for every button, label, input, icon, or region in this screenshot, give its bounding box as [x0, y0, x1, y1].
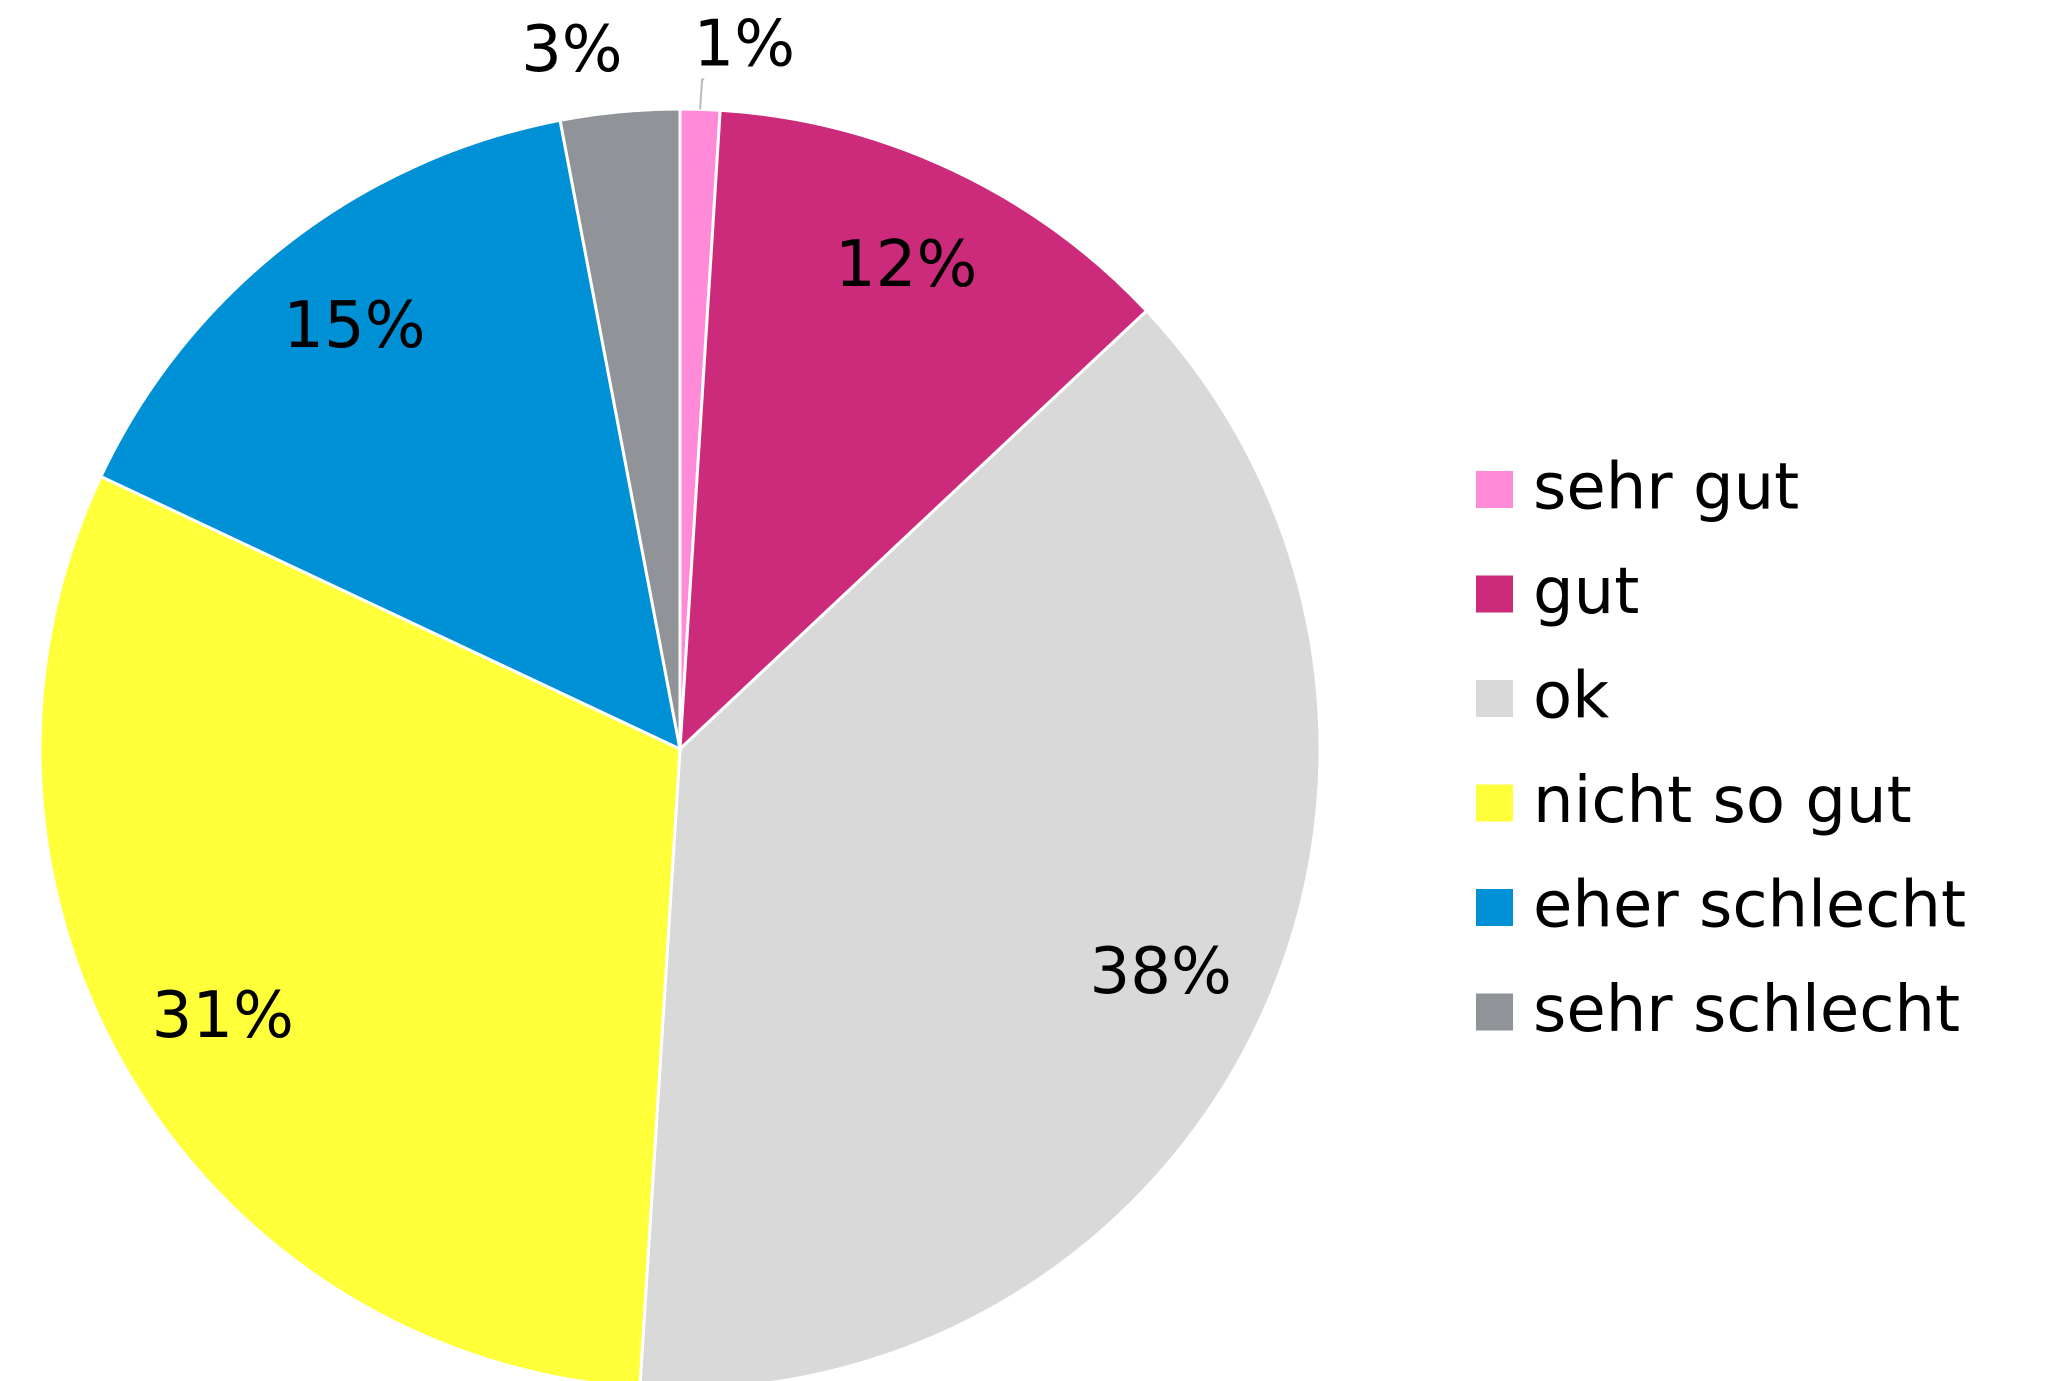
- legend-label: ok: [1533, 660, 1609, 734]
- legend-label: nicht so gut: [1533, 764, 1912, 838]
- data-label: 31%: [152, 979, 294, 1053]
- pie-slice: [98, 118, 683, 752]
- pie-slice: [678, 108, 1149, 753]
- legend-swatch: [1476, 993, 1513, 1031]
- legend-swatch: [1476, 889, 1513, 926]
- legend-swatch: [1476, 471, 1513, 508]
- data-label: 15%: [283, 289, 425, 363]
- legend-label: gut: [1533, 555, 1639, 629]
- legend-label: sehr schlecht: [1533, 973, 1960, 1047]
- pie-slice: [558, 107, 682, 750]
- legend-swatch: [1476, 680, 1513, 717]
- legend-label: sehr gut: [1533, 451, 1799, 525]
- data-label: 1%: [694, 8, 796, 82]
- data-label: 3%: [521, 13, 623, 87]
- legend-label: eher schlecht: [1533, 869, 1966, 943]
- pie-slice: [638, 308, 1322, 1381]
- legend-swatch: [1476, 784, 1513, 822]
- pie-slice: [38, 474, 682, 1381]
- data-label: 38%: [1090, 935, 1232, 1009]
- data-label: 12%: [835, 228, 977, 302]
- leader-line: [699, 78, 705, 110]
- legend-swatch: [1476, 575, 1513, 613]
